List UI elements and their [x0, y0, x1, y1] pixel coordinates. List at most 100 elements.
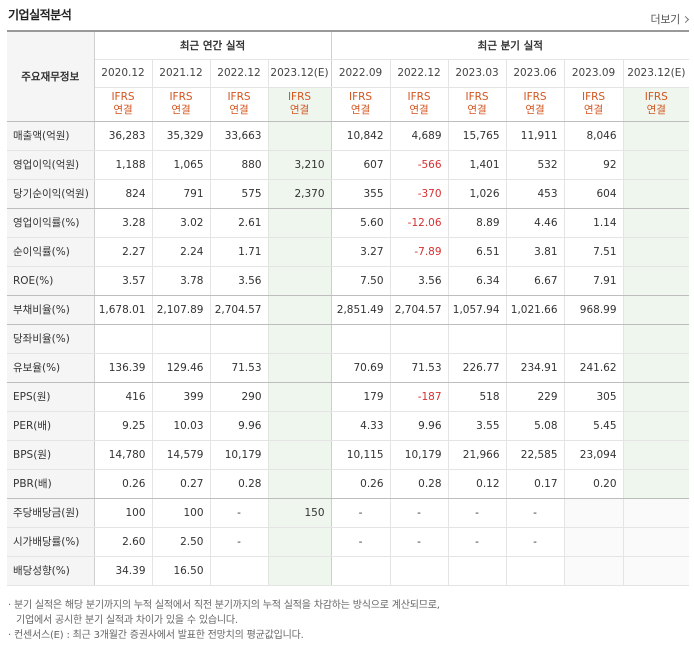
value-cell: 0.26: [331, 469, 391, 499]
value-cell: -: [506, 527, 565, 557]
period-header: 2022.12: [210, 59, 269, 88]
value-cell: [268, 556, 332, 586]
ifrs-basis: IFRS 연결: [331, 87, 391, 122]
row-label: EPS(원): [7, 382, 95, 412]
value-cell: 2.60: [94, 527, 153, 557]
consolidated-label: 연결: [646, 104, 666, 116]
period-header: 2023.06: [506, 59, 565, 88]
row-label: 배당성향(%): [7, 556, 95, 586]
footnote-consensus: · 컨센서스(E) : 최근 3개월간 증권사에서 발표한 전망치의 평균값입니…: [8, 630, 304, 641]
value-cell: 7.50: [331, 266, 391, 296]
value-cell: 6.51: [448, 237, 507, 267]
table-row: 당기순이익(억원) 824 791 575 2,370 355 -370 1,026 453 60…: [7, 179, 690, 209]
ifrs-basis: IFRS 연결: [94, 87, 153, 122]
value-cell: 3.81: [506, 237, 565, 267]
value-cell: -: [390, 527, 449, 557]
row-label: 부채비율(%): [7, 295, 95, 325]
period-header: 2020.12: [94, 59, 153, 88]
value-cell: -: [390, 498, 449, 528]
value-cell: -: [210, 527, 269, 557]
value-cell: 532: [506, 150, 565, 180]
more-link[interactable]: 더보기: [650, 11, 690, 27]
value-cell: 100: [152, 498, 211, 528]
value-cell: -: [448, 527, 507, 557]
financial-summary-table: 주요재무정보 최근 연간 실적 최근 분기 실적 2020.12 2021.12 2…: [7, 30, 690, 586]
value-cell: [623, 527, 690, 557]
value-cell: 71.53: [390, 353, 449, 383]
value-cell: 880: [210, 150, 269, 180]
value-cell: 21,966: [448, 440, 507, 470]
row-label: 당기순이익(억원): [7, 179, 95, 209]
value-cell: 1.14: [564, 208, 624, 238]
row-label: PBR(배): [7, 469, 95, 499]
value-cell: [564, 324, 624, 354]
row-label: 주당배당금(원): [7, 498, 95, 528]
ifrs-basis: IFRS 연결: [390, 87, 449, 122]
value-cell: 2,107.89: [152, 295, 211, 325]
value-cell: 35,329: [152, 121, 211, 151]
value-cell: 2.61: [210, 208, 269, 238]
value-cell: -7.89: [390, 237, 449, 267]
footnote-quarterly-cont: 기업에서 공시한 분기 실적과 차이가 있을 수 있습니다.: [16, 615, 238, 626]
value-cell: 0.26: [94, 469, 153, 499]
value-cell: [268, 411, 332, 441]
ifrs-basis: IFRS 연결: [506, 87, 565, 122]
value-cell: [564, 498, 624, 528]
value-cell: 2.50: [152, 527, 211, 557]
ifrs-basis: IFRS 연결: [448, 87, 507, 122]
row-label: PER(배): [7, 411, 95, 441]
value-cell: 3,210: [268, 150, 332, 180]
consolidated-label: 연결: [525, 104, 545, 116]
value-cell: 0.20: [564, 469, 624, 499]
value-cell: [268, 382, 332, 412]
value-cell: 0.28: [210, 469, 269, 499]
value-cell: [268, 121, 332, 151]
value-cell: 23,094: [564, 440, 624, 470]
value-cell: 10,115: [331, 440, 391, 470]
table-row: 영업이익률(%) 3.28 3.02 2.61 5.60 -12.06 8.89 4.46 1.…: [7, 208, 690, 238]
value-cell: -: [210, 498, 269, 528]
value-cell: 71.53: [210, 353, 269, 383]
row-label: 영업이익률(%): [7, 208, 95, 238]
consolidated-label: 연결: [350, 104, 371, 116]
table-row: 유보율(%) 136.39 129.46 71.53 70.69 71.53 226.77 2…: [7, 353, 690, 383]
value-cell: [623, 382, 690, 412]
value-cell: 4,689: [390, 121, 449, 151]
value-cell: 791: [152, 179, 211, 209]
value-cell: 0.17: [506, 469, 565, 499]
footnotes: · 분기 실적은 해당 분기까지의 누적 실적에서 직전 분기까지의 누적 실적…: [8, 598, 440, 643]
value-cell: [268, 295, 332, 325]
period-header: 2023.12(E): [268, 59, 332, 88]
value-cell: [506, 556, 565, 586]
table-row: 배당성향(%) 34.39 16.50: [7, 556, 690, 586]
value-cell: 305: [564, 382, 624, 412]
value-cell: 2,851.49: [331, 295, 391, 325]
value-cell: [94, 324, 153, 354]
value-cell: 226.77: [448, 353, 507, 383]
value-cell: 10.03: [152, 411, 211, 441]
value-cell: 2.27: [94, 237, 153, 267]
row-label: ROE(%): [7, 266, 95, 296]
value-cell: [564, 527, 624, 557]
table-row: 매출액(억원) 36,283 35,329 33,663 10,842 4,689 15,7…: [7, 121, 690, 151]
value-cell: 3.57: [94, 266, 153, 296]
value-cell: 0.27: [152, 469, 211, 499]
value-cell: [448, 324, 507, 354]
value-cell: 6.34: [448, 266, 507, 296]
row-label: 시가배당률(%): [7, 527, 95, 557]
section-title: 기업실적분석: [8, 8, 72, 22]
annual-group-header: 최근 연간 실적: [94, 31, 332, 60]
ifrs-label: IFRS: [227, 91, 251, 103]
value-cell: [268, 237, 332, 267]
value-cell: [623, 266, 690, 296]
period-header: 2023.03: [448, 59, 507, 88]
table-row: 시가배당률(%) 2.60 2.50- - - - -: [7, 527, 690, 557]
value-cell: [564, 556, 624, 586]
more-label: 더보기: [650, 13, 681, 26]
consolidated-label: 연결: [583, 104, 604, 116]
value-cell: 453: [506, 179, 565, 209]
value-cell: 399: [152, 382, 211, 412]
value-cell: [623, 353, 690, 383]
value-cell: 290: [210, 382, 269, 412]
value-cell: [623, 440, 690, 470]
